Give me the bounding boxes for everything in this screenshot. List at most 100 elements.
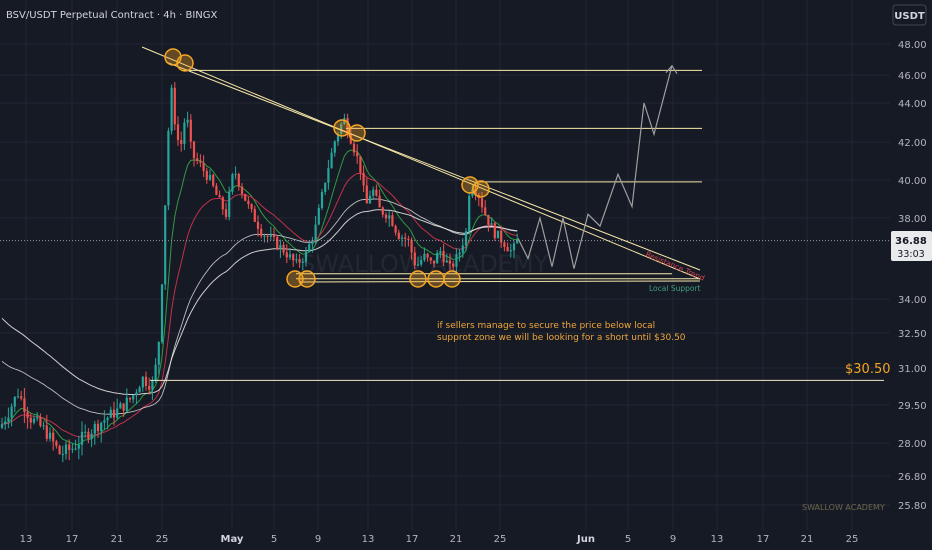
y-tick-label: 34.00 [898, 295, 927, 306]
candle-body [196, 158, 199, 161]
y-tick-label: 25.80 [898, 501, 927, 512]
candle-body [74, 448, 77, 450]
currency-button-box[interactable] [892, 4, 927, 26]
candle-body [48, 432, 52, 439]
pivot-circle [333, 119, 351, 137]
candle-body [36, 417, 39, 419]
y-tick-label: 26.80 [898, 472, 927, 483]
candle-body [192, 141, 196, 159]
y-tick-label: 31.00 [898, 364, 927, 375]
candle-body [199, 160, 202, 163]
candle-body [7, 417, 10, 422]
candle-body [407, 239, 410, 241]
pivot-circle [348, 124, 366, 142]
candle-body [0, 424, 4, 428]
candle-body [247, 200, 250, 205]
chart-title: BSV/USDT Perpetual Contract · 4h · BINGX [6, 10, 218, 21]
candle-body [509, 250, 512, 252]
candle-body [388, 215, 391, 219]
watermark-footer: SWALLOW ACADEMY [802, 503, 885, 512]
projection [517, 64, 678, 269]
moving-averages [1, 149, 518, 445]
candle-body [420, 260, 423, 265]
candle-body [141, 376, 144, 388]
candle-body [253, 209, 256, 222]
pivot-markers [164, 48, 490, 288]
candle-body [436, 252, 439, 264]
candle-body [423, 253, 426, 261]
candle-body [58, 445, 61, 455]
x-tick-label: 17 [406, 534, 419, 545]
y-tick-label: 48.00 [898, 40, 927, 51]
candle-body [208, 174, 212, 180]
candle-body [218, 194, 221, 198]
currency-button[interactable]: USDT [894, 11, 925, 22]
candle-body [445, 260, 448, 263]
candle-body [346, 118, 349, 135]
candle-body [301, 261, 304, 263]
candle-body [32, 418, 36, 423]
candle-body [29, 417, 32, 423]
candle-body [288, 254, 292, 258]
candle-body [151, 380, 154, 390]
candle-body [516, 240, 519, 244]
candle-body [464, 231, 468, 246]
candle-body [404, 237, 407, 240]
y-tick-label: 44.00 [898, 99, 927, 110]
candle-body [311, 240, 314, 245]
candle-body [148, 386, 151, 390]
watermark-center: SWALLOW ACADEMY [300, 250, 549, 278]
candle-body [320, 191, 324, 209]
candle-body [340, 124, 343, 134]
candle-body [442, 251, 445, 263]
candle-body [327, 168, 330, 183]
pivot-circle [409, 270, 427, 288]
time-axis[interactable]: 13 17 21 25 May 5 9 13 17 21 25 Jun 5 9 13 17 21 25 [20, 534, 859, 545]
candle-body [260, 228, 263, 236]
candle-body [410, 239, 413, 253]
candle-body [189, 119, 192, 142]
x-tick-label: 13 [20, 534, 33, 545]
candle-body [416, 264, 420, 266]
y-tick-label: 32.50 [898, 329, 927, 340]
candle-body [96, 423, 100, 432]
x-tick-label: 9 [670, 534, 676, 545]
candle-body [480, 198, 484, 208]
candle-body [458, 252, 461, 255]
candle-body [61, 454, 64, 456]
target-label: $30.50 [845, 362, 891, 377]
ma-slow-line [1, 209, 518, 395]
x-tick-label: Jun [576, 534, 595, 545]
candle-body [439, 251, 442, 253]
candle-body [103, 420, 106, 423]
candle-body [487, 214, 490, 225]
candle-body [164, 205, 167, 285]
candle-body [80, 431, 84, 445]
candle-body [461, 245, 464, 253]
candle-body [112, 409, 116, 418]
candle-body [468, 195, 471, 232]
candle-body [394, 225, 397, 233]
candle-body [135, 392, 138, 396]
candle-body [176, 124, 180, 141]
candle-body [154, 364, 157, 381]
candle-body [215, 185, 218, 195]
candle-body [10, 406, 13, 418]
candle-body [205, 170, 208, 180]
x-tick-label: 25 [494, 534, 507, 545]
candle-body [500, 230, 503, 243]
candle-body [365, 185, 368, 204]
candle-body [167, 130, 170, 206]
x-tick-label: 21 [450, 534, 463, 545]
candle-body [173, 87, 176, 125]
candle-body [52, 432, 55, 442]
price-axis[interactable]: 48.00 46.00 44.00 42.00 40.00 38.00 34.00 32.50… [898, 40, 927, 512]
candle-body [496, 230, 500, 239]
pivot-circle [472, 180, 490, 198]
candle-body [503, 242, 506, 247]
candle-body [314, 224, 317, 241]
candle-body [132, 395, 135, 400]
x-tick-label: 17 [66, 534, 79, 545]
